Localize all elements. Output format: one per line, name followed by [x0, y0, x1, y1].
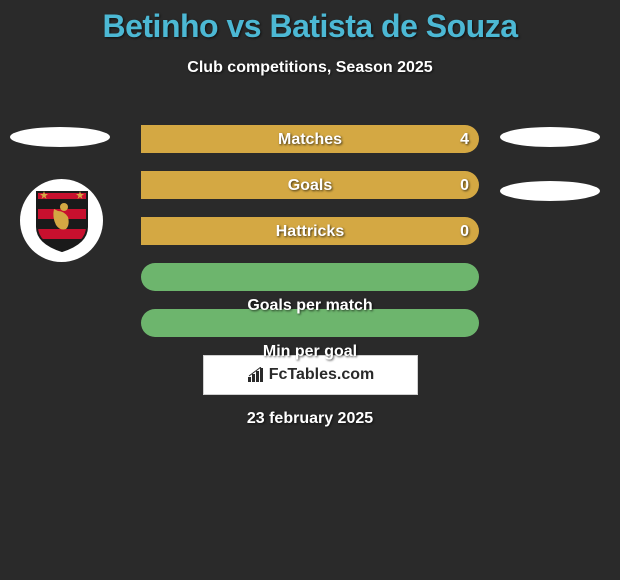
stat-value-right: 0 [460, 171, 469, 201]
club-badge [20, 179, 103, 262]
stat-bar-goals-per-match: Goals per match [140, 262, 480, 292]
stat-bar-matches: Matches 4 [140, 124, 480, 154]
page-title: Betinho vs Batista de Souza [0, 0, 620, 45]
stat-bar-hattricks: Hattricks 0 [140, 216, 480, 246]
date-text: 23 february 2025 [0, 410, 620, 428]
stat-value-right: 0 [460, 217, 469, 247]
stat-label: Goals [141, 171, 479, 201]
stat-label: Goals per match [141, 291, 479, 321]
subtitle: Club competitions, Season 2025 [0, 59, 620, 77]
logo-text: FcTables.com [247, 366, 375, 384]
shield-icon [34, 189, 90, 253]
chart-icon [247, 367, 265, 383]
stat-label: Min per goal [141, 337, 479, 367]
stat-label: Matches [141, 125, 479, 155]
player-left-placeholder [10, 127, 110, 147]
logo-label: FcTables.com [269, 366, 375, 384]
stats-container: Matches 4 Goals 0 Hattricks 0 Goals per … [140, 124, 480, 354]
player-right-placeholder-2 [500, 181, 600, 201]
stat-bar-goals: Goals 0 [140, 170, 480, 200]
stat-value-right: 4 [460, 125, 469, 155]
stat-label: Hattricks [141, 217, 479, 247]
bar-fill-left [141, 263, 479, 291]
player-right-placeholder-1 [500, 127, 600, 147]
